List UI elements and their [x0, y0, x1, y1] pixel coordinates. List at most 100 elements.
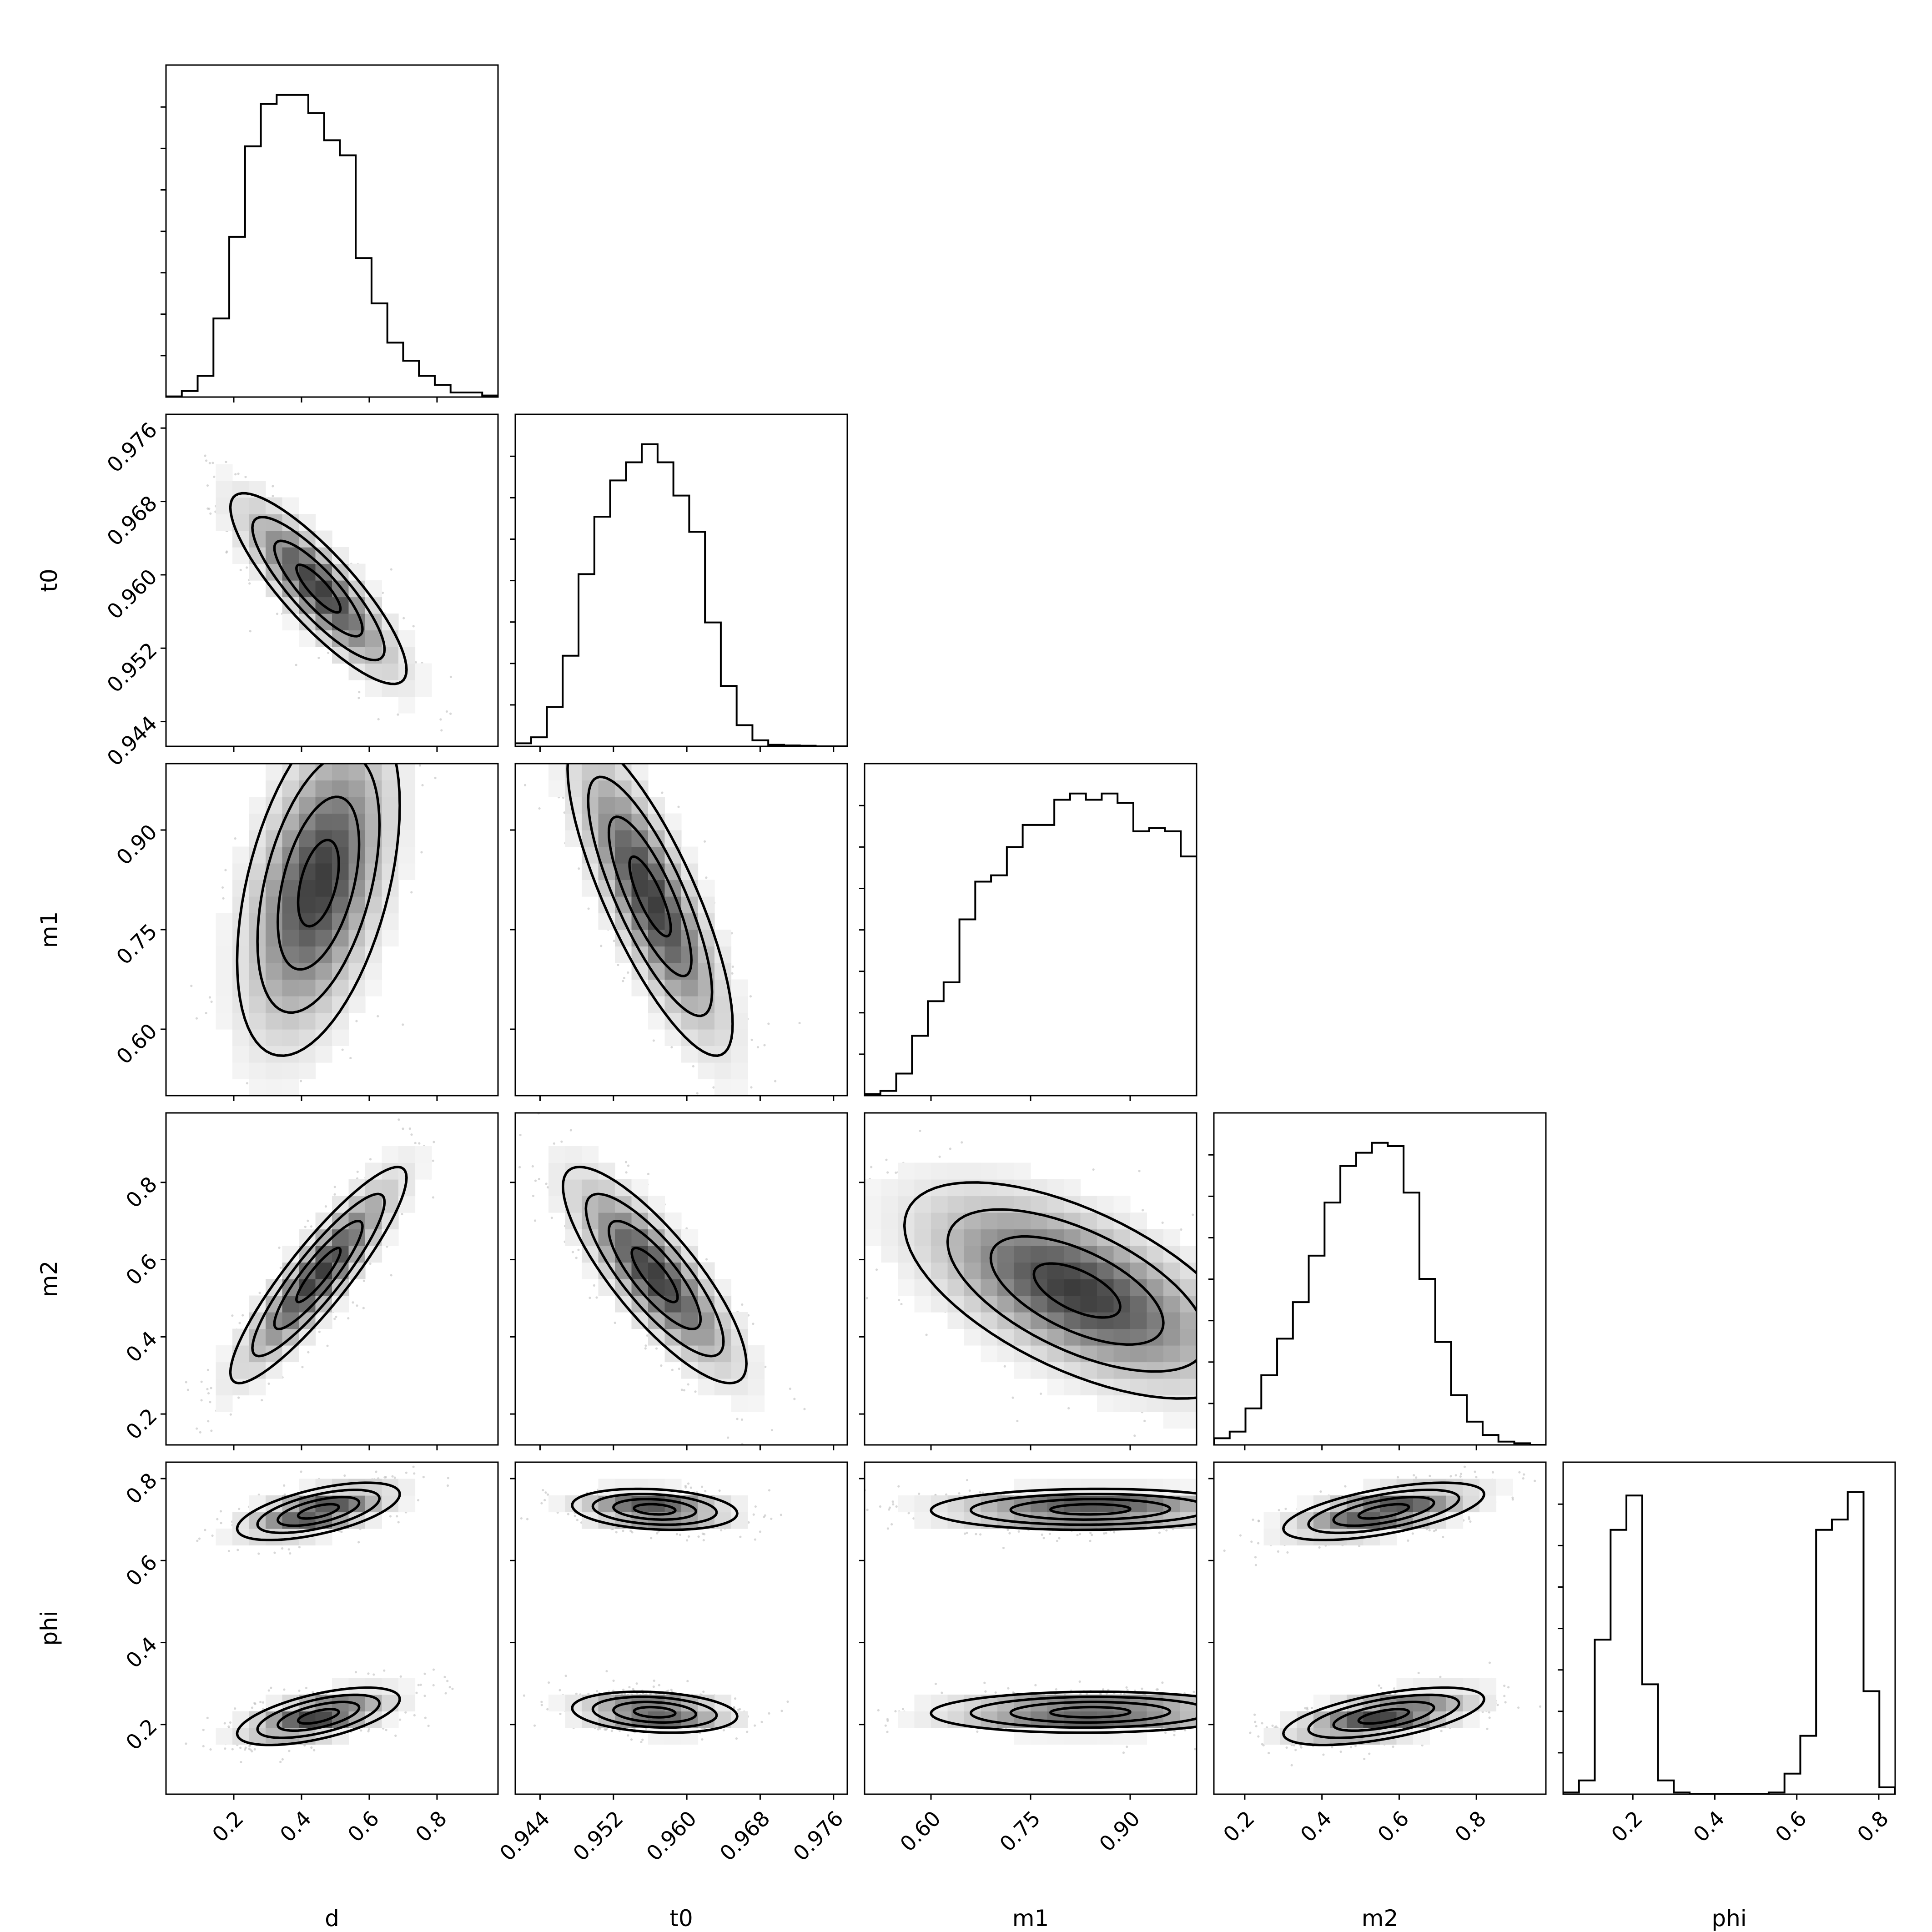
histogram-step-phi — [1563, 1491, 1895, 1794]
contour-line — [236, 1686, 401, 1746]
histogram-m1 — [859, 763, 1197, 1101]
y-tick-label: 0.2 — [121, 1714, 162, 1755]
panel-frame — [165, 1461, 499, 1795]
contour-line — [612, 1498, 698, 1521]
x-tick-label: 0.952 — [568, 1806, 628, 1866]
panel-frame — [165, 1112, 499, 1446]
x-tick-label: 0.8 — [1450, 1806, 1491, 1847]
histogram-step-m1 — [865, 792, 1197, 1096]
x-tick-label: 0.60 — [895, 1806, 946, 1857]
contour-line — [256, 1489, 381, 1535]
contour-line — [1049, 1503, 1132, 1516]
contour-line — [256, 764, 381, 1014]
contour-line — [1032, 1262, 1122, 1319]
x-axis-label-m2: m2 — [1362, 1905, 1399, 1932]
contour-line — [1307, 1693, 1460, 1739]
x-axis-label-phi: phi — [1711, 1905, 1746, 1932]
contour-line — [628, 855, 672, 938]
contour-line — [930, 1487, 1197, 1531]
panel-frame — [1213, 1112, 1547, 1446]
contour-line — [571, 1487, 739, 1531]
x-tick-label: 0.8 — [411, 1806, 452, 1847]
contour-line — [630, 1247, 679, 1303]
contour-line — [562, 1166, 748, 1384]
contour-line — [612, 1701, 698, 1724]
contour-line — [295, 1247, 342, 1303]
y-tick-label: 0.976 — [102, 418, 162, 477]
histogram-m2 — [1208, 1112, 1547, 1450]
y-axis-label-m1: m1 — [36, 911, 62, 948]
contour-line — [1282, 1686, 1485, 1746]
panel-d-m1: 0.60 0.75 0.90 — [111, 763, 499, 1101]
contour-line — [256, 1693, 381, 1739]
y-tick-label: 0.944 — [102, 711, 162, 770]
panel-frame — [1213, 1461, 1547, 1795]
x-tick-label: 0.90 — [1094, 1806, 1145, 1857]
contour-line — [930, 1690, 1197, 1734]
panel-frame — [514, 413, 848, 747]
panel-frame — [514, 1461, 848, 1795]
y-axis-label-m2: m2 — [36, 1261, 62, 1298]
histogram-t0 — [510, 413, 848, 752]
contour-line — [277, 795, 361, 971]
x-tick-label: 0.4 — [1296, 1806, 1337, 1847]
contour-line — [277, 1701, 361, 1732]
panel-d-phi: 0.2 0.4 0.6 0.8 0.2 0.4 0.6 0.8 — [121, 1461, 499, 1847]
contour-line — [251, 516, 386, 662]
contour-line — [607, 815, 693, 977]
contour-line — [989, 1235, 1165, 1346]
x-tick-label: 0.2 — [1606, 1806, 1647, 1847]
panel-d-t0: 0.944 0.952 0.960 0.968 0.976 — [102, 413, 499, 771]
contour-line — [1009, 1498, 1172, 1521]
x-tick-label: 0.4 — [1688, 1806, 1729, 1847]
contour-line — [633, 1706, 677, 1719]
contour-line — [1332, 1495, 1435, 1527]
contour-line — [229, 1166, 408, 1384]
x-tick-label: 0.2 — [207, 1806, 248, 1847]
x-tick-label: 0.2 — [1218, 1806, 1259, 1847]
panel-frame — [514, 1112, 848, 1446]
contour-line — [1357, 1503, 1410, 1520]
y-tick-label: 0.2 — [121, 1404, 162, 1444]
histogram-phi: 0.2 0.4 0.6 0.8 — [1558, 1461, 1896, 1847]
contour-line — [1049, 1706, 1132, 1719]
panel-frame — [165, 413, 499, 747]
y-tick-label: 0.960 — [102, 564, 162, 624]
x-axis-label-d: d — [325, 1905, 339, 1932]
contour-line — [273, 539, 364, 638]
y-tick-label: 0.4 — [121, 1326, 162, 1367]
histogram-d — [161, 64, 499, 402]
panel-t0-m1 — [510, 763, 848, 1101]
contour-line — [903, 1181, 1197, 1400]
contour-line — [277, 1495, 361, 1527]
contour-line — [571, 1690, 739, 1734]
x-tick-label: 0.976 — [788, 1806, 848, 1866]
panel-m1-m2 — [859, 1112, 1197, 1450]
contour-line — [633, 1503, 677, 1516]
panel-t0-m2 — [510, 1112, 848, 1450]
histogram-step-m2 — [1214, 1142, 1546, 1445]
contour-line — [297, 1503, 340, 1520]
y-tick-label: 0.6 — [121, 1249, 162, 1290]
panel-t0-phi: 0.944 0.952 0.960 0.968 0.976 — [495, 1461, 848, 1866]
y-tick-label: 0.90 — [111, 820, 162, 870]
contour-line — [969, 1696, 1197, 1729]
contour-line — [969, 1493, 1197, 1526]
y-tick-label: 0.6 — [121, 1550, 162, 1591]
contour-line — [295, 563, 342, 614]
y-tick-label: 0.75 — [111, 919, 162, 970]
y-tick-label: 0.60 — [111, 1019, 162, 1069]
x-tick-label: 0.968 — [715, 1806, 775, 1866]
y-tick-label: 0.968 — [102, 491, 162, 550]
panel-frame — [165, 64, 499, 398]
x-tick-label: 0.6 — [1771, 1806, 1811, 1847]
contour-line — [251, 1192, 386, 1358]
x-tick-label: 0.6 — [343, 1806, 384, 1847]
contour-line — [236, 1481, 401, 1541]
panel-frame — [1562, 1461, 1896, 1795]
contour-line — [297, 839, 340, 928]
contour-line — [1282, 1481, 1485, 1541]
y-axis-label-t0: t0 — [36, 569, 62, 592]
panel-m2-phi: 0.2 0.4 0.6 0.8 — [1208, 1461, 1547, 1847]
